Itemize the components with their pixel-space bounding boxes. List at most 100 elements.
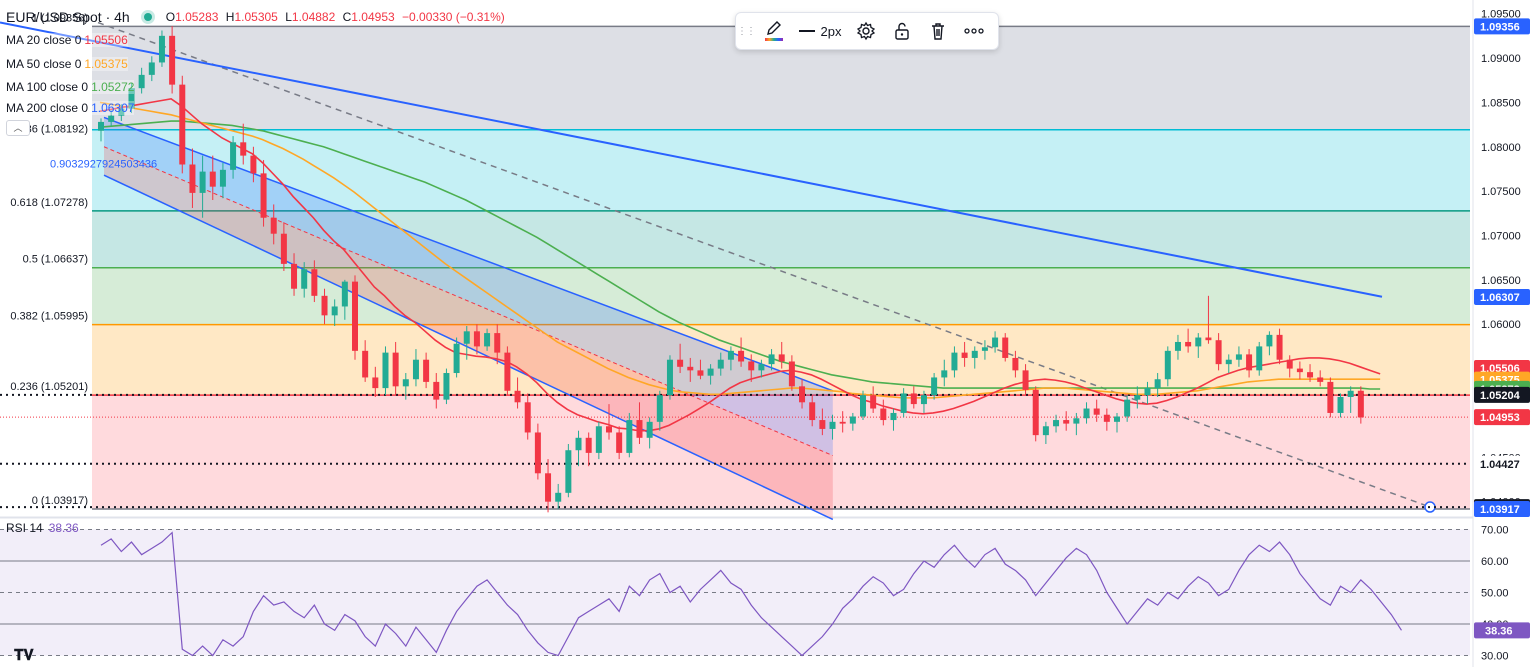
candle-body xyxy=(291,263,298,289)
candle-body xyxy=(230,142,237,170)
symbol-header: EUR/USD Spot · 4h O1.05283 H1.05305 L1.0… xyxy=(0,0,509,34)
indicator-value: 1.06307 xyxy=(91,101,135,115)
candle-body xyxy=(971,350,978,358)
candle xyxy=(707,364,714,385)
more-icon[interactable] xyxy=(956,13,992,49)
channel-lower-line xyxy=(103,174,834,521)
candle xyxy=(524,393,531,440)
candle xyxy=(1296,361,1303,380)
candle-body xyxy=(412,359,419,380)
low-value: 1.04882 xyxy=(291,10,336,24)
candle-body xyxy=(108,115,115,122)
candle xyxy=(1164,346,1171,387)
drag-handle-icon[interactable]: ⋮⋮ xyxy=(737,25,756,37)
price-label-badge: 1.03917 xyxy=(1474,501,1530,518)
candle-body xyxy=(1266,334,1273,347)
candle xyxy=(118,104,125,122)
tradingview-logo[interactable]: 𝐓𝐕 xyxy=(14,646,34,664)
candle xyxy=(1357,386,1364,424)
candle-body xyxy=(260,173,267,218)
gear-icon[interactable] xyxy=(848,13,884,49)
channel-upper-fill xyxy=(104,117,833,456)
indicator-ma200[interactable]: MA 200 close 0 1.06307 xyxy=(6,101,135,115)
candle-body xyxy=(199,171,206,193)
trendline xyxy=(97,21,1431,508)
channel-label: 0.9032927924503436 xyxy=(50,159,157,171)
candle-body xyxy=(707,368,714,376)
candle xyxy=(433,373,440,409)
candle-body xyxy=(961,352,968,358)
candle xyxy=(829,414,836,440)
price-badge-bg xyxy=(1474,18,1530,35)
candle-body xyxy=(1235,354,1242,360)
candle xyxy=(616,426,623,460)
fib-level-label: 0.382 (1.05995) xyxy=(10,311,88,323)
candle-body xyxy=(727,350,734,360)
candle xyxy=(768,349,775,371)
ma50-line xyxy=(99,101,1381,399)
candle xyxy=(1225,354,1232,374)
candle-body xyxy=(931,377,938,396)
candle xyxy=(636,402,643,445)
candle xyxy=(677,343,684,374)
price-badge-text: 1.09356 xyxy=(1480,21,1520,33)
candle-body xyxy=(453,343,460,374)
trash-icon[interactable] xyxy=(920,13,956,49)
candle-body xyxy=(717,359,724,369)
symbol-title[interactable]: EUR/USD Spot · 4h xyxy=(6,9,130,25)
price-tick-label: 1.07500 xyxy=(1481,186,1521,198)
candle-body xyxy=(829,421,836,429)
candle-body xyxy=(575,437,582,451)
candle xyxy=(1103,408,1110,431)
candle-body xyxy=(606,426,612,433)
candle-body xyxy=(890,412,897,421)
candle xyxy=(565,444,572,498)
candle-body xyxy=(849,416,856,424)
candle-body xyxy=(169,35,176,85)
candle xyxy=(555,483,562,509)
candle xyxy=(1337,393,1344,418)
candle xyxy=(291,253,298,296)
candle xyxy=(1327,377,1334,418)
candle-body xyxy=(1144,388,1151,396)
line-width-button[interactable]: 2px xyxy=(792,13,848,49)
pencil-icon[interactable] xyxy=(756,13,792,49)
indicator-ma100[interactable]: MA 100 close 0 1.05272 xyxy=(6,80,135,94)
candle xyxy=(1012,350,1019,378)
price-badge-text: 1.04427 xyxy=(1480,459,1520,471)
candle xyxy=(1093,399,1100,422)
price-label-badge: 1.09356 xyxy=(1474,18,1530,35)
indicator-label: MA 200 close 0 xyxy=(6,101,89,115)
candle xyxy=(412,349,419,387)
candle xyxy=(920,390,927,413)
rsi-line xyxy=(100,531,1402,657)
candle xyxy=(626,412,633,458)
price-badge-text: 1.06307 xyxy=(1480,292,1520,304)
fib-level-label: 0 (1.03917) xyxy=(32,495,88,507)
open-value: 1.05283 xyxy=(175,10,219,24)
collapse-indicators-icon[interactable]: ︿ xyxy=(6,120,30,136)
rsi-badge-text: 38.36 xyxy=(1485,625,1513,637)
high-value: 1.05305 xyxy=(234,10,278,24)
candle-body xyxy=(666,359,673,396)
candle xyxy=(1235,346,1242,367)
indicator-ma20[interactable]: MA 20 close 0 1.05506 xyxy=(6,33,128,47)
candle-body xyxy=(433,381,440,400)
rsi-legend[interactable]: RSI 14 38.36 xyxy=(6,521,79,535)
price-tick-label: 1.09500 xyxy=(1481,9,1521,21)
open-label: O xyxy=(165,10,176,24)
candle-body xyxy=(1022,370,1029,390)
indicator-ma50[interactable]: MA 50 close 0 1.05375 xyxy=(6,57,128,71)
candle-body xyxy=(311,269,318,296)
candle-body xyxy=(1124,399,1131,417)
candle-body xyxy=(595,426,602,453)
indicator-label: MA 100 close 0 xyxy=(6,80,89,94)
fib-level-label: 1 (1.09356) xyxy=(32,12,88,24)
unlock-icon[interactable] xyxy=(884,13,920,49)
candle xyxy=(666,355,673,400)
candle xyxy=(189,148,196,208)
candle-body xyxy=(636,420,643,438)
candle-body xyxy=(341,281,348,307)
candle xyxy=(545,459,552,513)
